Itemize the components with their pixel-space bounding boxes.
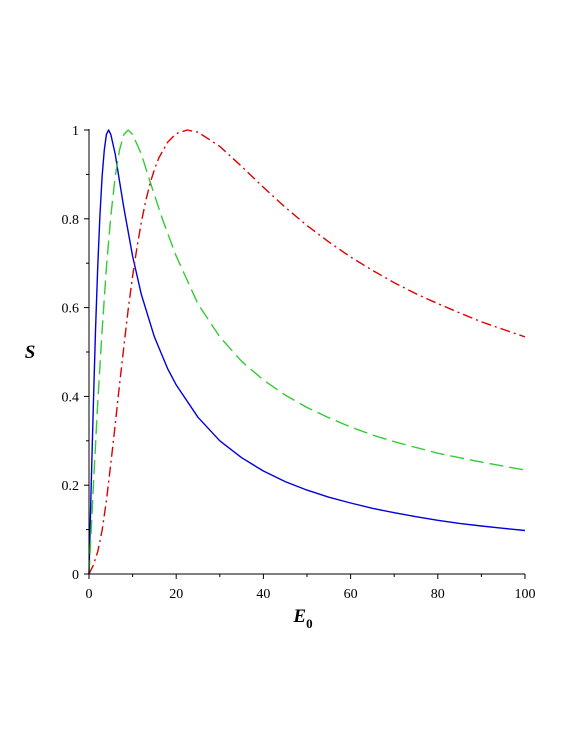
y-tick-label: 1 bbox=[72, 124, 79, 139]
y-tick-label: 0.6 bbox=[62, 302, 80, 317]
series-line-3 bbox=[88, 129, 526, 575]
plot-area bbox=[88, 129, 526, 575]
x-axis-label-subscript: 0 bbox=[306, 616, 313, 631]
x-tick-label: 100 bbox=[515, 587, 536, 602]
x-axis-label: E0 bbox=[292, 606, 312, 631]
y-tick-label: 0.4 bbox=[62, 390, 80, 405]
series-line-1 bbox=[88, 129, 526, 575]
x-tick-label: 0 bbox=[86, 587, 93, 602]
x-tick-label: 80 bbox=[431, 587, 445, 602]
axes: 0 20 40 60 80 100 0 0.2 0.4 0.6 0.8 1 bbox=[62, 124, 536, 602]
x-tick-label: 20 bbox=[169, 587, 183, 602]
y-tick-label: 0.8 bbox=[62, 213, 80, 228]
y-tick-label: 0.2 bbox=[62, 479, 80, 494]
y-axis-label: S bbox=[25, 342, 36, 363]
x-tick-label: 40 bbox=[256, 587, 270, 602]
y-tick-label: 0 bbox=[72, 568, 79, 583]
series-line-2 bbox=[88, 129, 526, 575]
x-axis-label-main: E bbox=[292, 606, 306, 627]
x-tick-label: 60 bbox=[344, 587, 358, 602]
